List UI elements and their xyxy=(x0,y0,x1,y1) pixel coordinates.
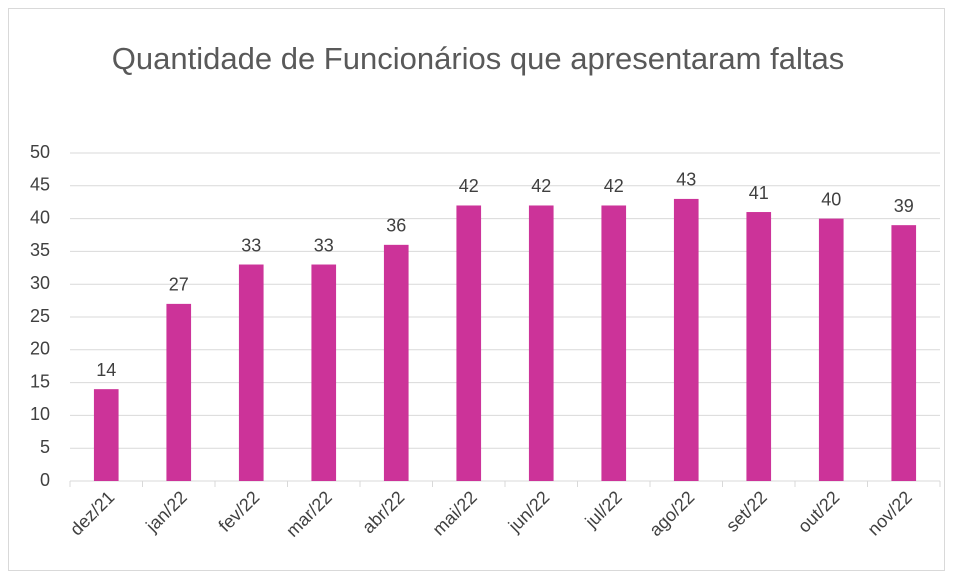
y-tick-label: 0 xyxy=(40,470,50,490)
bar xyxy=(673,198,699,482)
y-tick-label: 35 xyxy=(30,240,50,260)
x-tick-label: mar/22 xyxy=(282,487,336,541)
y-tick-label: 50 xyxy=(30,142,50,162)
x-tick-label: out/22 xyxy=(794,487,844,537)
y-tick-label: 10 xyxy=(30,404,50,424)
data-label: 39 xyxy=(894,196,914,216)
x-tick-label: set/22 xyxy=(722,487,771,536)
data-label: 42 xyxy=(531,176,551,196)
data-label: 42 xyxy=(459,176,479,196)
bar xyxy=(601,205,627,482)
bar xyxy=(238,264,264,481)
bar xyxy=(311,264,337,481)
data-label: 33 xyxy=(241,235,261,255)
x-tick-label: jun/22 xyxy=(504,487,554,537)
data-label: 42 xyxy=(604,176,624,196)
data-label: 40 xyxy=(821,189,841,209)
bar xyxy=(456,205,482,482)
x-tick-label: ago/22 xyxy=(645,487,698,540)
data-label: 41 xyxy=(749,183,769,203)
y-tick-label: 45 xyxy=(30,175,50,195)
bar xyxy=(93,389,119,481)
bar xyxy=(383,244,409,481)
x-tick-label: mai/22 xyxy=(429,487,481,539)
y-tick-label: 15 xyxy=(30,371,50,391)
x-tick-label: jan/22 xyxy=(141,487,191,537)
chart-border xyxy=(8,8,945,571)
bar xyxy=(528,205,554,482)
y-tick-label: 30 xyxy=(30,273,50,293)
x-tick-label: nov/22 xyxy=(864,487,916,539)
y-tick-label: 20 xyxy=(30,339,50,359)
x-tick-label: dez/21 xyxy=(66,487,118,539)
bar xyxy=(166,303,192,481)
x-tick-label: abr/22 xyxy=(358,487,408,537)
bar xyxy=(891,225,917,481)
data-label: 43 xyxy=(676,170,696,190)
x-tick-label: fev/22 xyxy=(215,487,264,536)
y-tick-label: 5 xyxy=(40,437,50,457)
bar xyxy=(818,218,844,481)
data-label: 36 xyxy=(386,216,406,236)
x-tick-label: jul/22 xyxy=(581,487,626,532)
chart-title: Quantidade de Funcionários que apresenta… xyxy=(111,41,845,76)
bar xyxy=(746,212,772,482)
y-tick-label: 25 xyxy=(30,306,50,326)
data-label: 14 xyxy=(96,360,116,380)
y-tick-label: 40 xyxy=(30,207,50,227)
data-label: 33 xyxy=(314,235,334,255)
data-label: 27 xyxy=(169,275,189,295)
